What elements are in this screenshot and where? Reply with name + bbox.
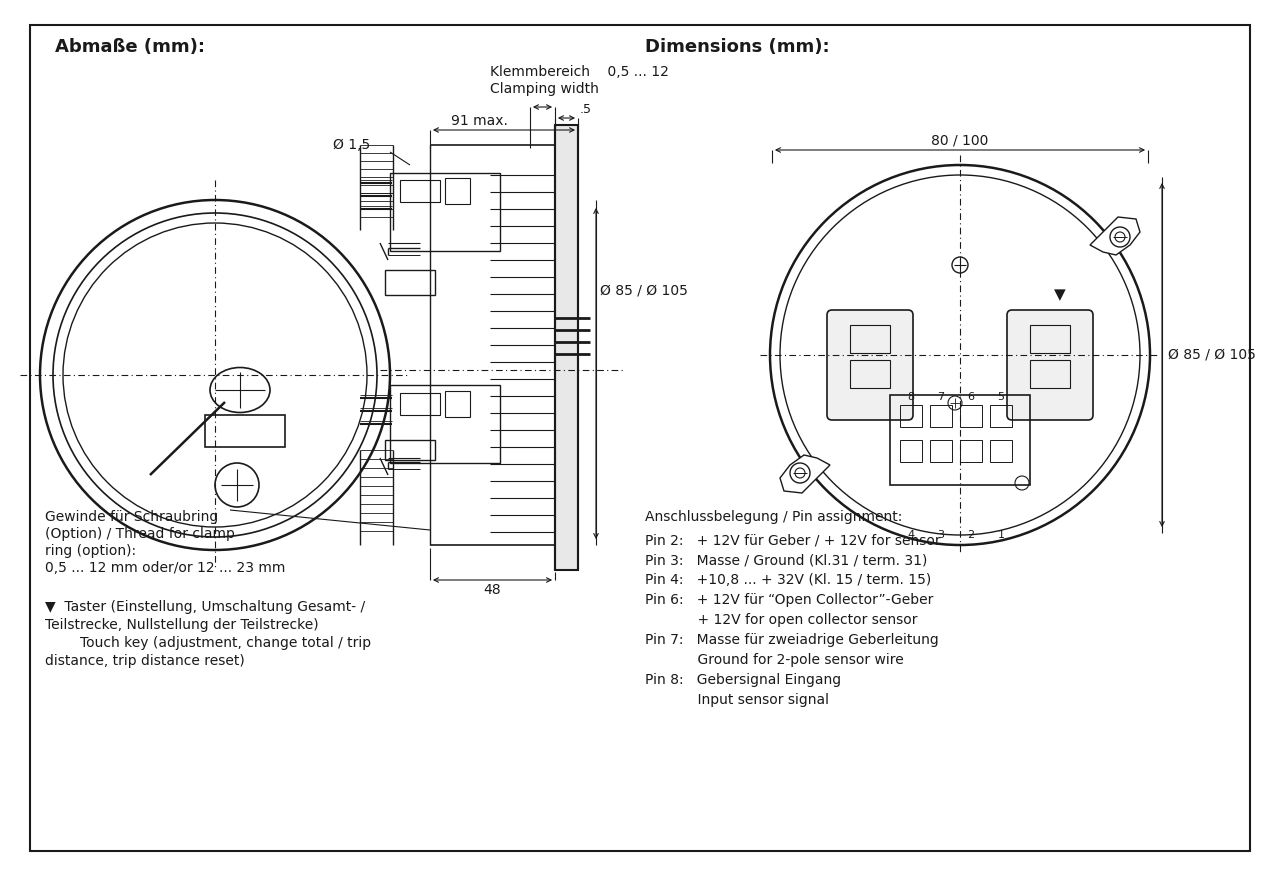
Text: Dimensions (mm):: Dimensions (mm): bbox=[645, 38, 829, 56]
Bar bbox=[890, 395, 1030, 485]
Text: 3: 3 bbox=[937, 530, 945, 540]
Text: 7: 7 bbox=[937, 392, 945, 402]
FancyBboxPatch shape bbox=[1007, 310, 1093, 420]
Polygon shape bbox=[1091, 217, 1140, 255]
Text: .5: .5 bbox=[580, 103, 591, 116]
Bar bbox=[399, 180, 440, 202]
Bar bbox=[390, 173, 500, 251]
Bar bbox=[850, 325, 890, 353]
Text: Ø 85 / Ø 105: Ø 85 / Ø 105 bbox=[600, 283, 687, 297]
Bar bbox=[445, 178, 470, 204]
Text: 1: 1 bbox=[997, 530, 1005, 540]
Bar bbox=[900, 440, 922, 462]
Text: Pin 4:   +10,8 ... + 32V (Kl. 15 / term. 15): Pin 4: +10,8 ... + 32V (Kl. 15 / term. 1… bbox=[645, 573, 932, 587]
Text: Gewinde für Schraubring: Gewinde für Schraubring bbox=[45, 510, 219, 524]
Text: ring (option):: ring (option): bbox=[45, 544, 136, 558]
Text: 5: 5 bbox=[997, 392, 1005, 402]
Text: 48: 48 bbox=[484, 583, 502, 597]
Text: Pin 7:   Masse für zweiadrige Geberleitung: Pin 7: Masse für zweiadrige Geberleitung bbox=[645, 633, 938, 647]
FancyBboxPatch shape bbox=[827, 310, 913, 420]
Bar bbox=[931, 405, 952, 427]
Bar bbox=[385, 270, 435, 295]
Bar bbox=[390, 385, 500, 463]
Text: Pin 8:   Gebersignal Eingang: Pin 8: Gebersignal Eingang bbox=[645, 673, 841, 687]
Bar bbox=[385, 440, 435, 460]
Text: 80 / 100: 80 / 100 bbox=[932, 133, 988, 147]
Text: 0,5 ... 12 mm oder/or 12 ... 23 mm: 0,5 ... 12 mm oder/or 12 ... 23 mm bbox=[45, 561, 285, 575]
Text: Anschlussbelegung / Pin assignment:: Anschlussbelegung / Pin assignment: bbox=[645, 510, 902, 524]
Text: (Option) / Thread for clamp: (Option) / Thread for clamp bbox=[45, 527, 234, 541]
Text: Abmaße (mm):: Abmaße (mm): bbox=[55, 38, 205, 56]
Text: Pin 3:   Masse / Ground (Kl.31 / term. 31): Pin 3: Masse / Ground (Kl.31 / term. 31) bbox=[645, 553, 928, 567]
Bar bbox=[989, 405, 1012, 427]
Text: 91 max.: 91 max. bbox=[451, 114, 507, 128]
Text: 4: 4 bbox=[908, 530, 915, 540]
Text: Pin 6:   + 12V für “Open Collector”-Geber: Pin 6: + 12V für “Open Collector”-Geber bbox=[645, 593, 933, 607]
Text: + 12V for open collector sensor: + 12V for open collector sensor bbox=[645, 613, 918, 627]
Bar bbox=[960, 440, 982, 462]
Bar bbox=[445, 391, 470, 417]
Bar bbox=[1030, 325, 1070, 353]
Bar bbox=[931, 440, 952, 462]
Text: Teilstrecke, Nullstellung der Teilstrecke): Teilstrecke, Nullstellung der Teilstreck… bbox=[45, 618, 319, 632]
Bar bbox=[960, 405, 982, 427]
Text: 6: 6 bbox=[968, 392, 974, 402]
Text: 2: 2 bbox=[968, 530, 974, 540]
Text: Klemmbereich    0,5 ... 12: Klemmbereich 0,5 ... 12 bbox=[490, 65, 669, 79]
Text: Input sensor signal: Input sensor signal bbox=[645, 693, 829, 707]
Text: 8: 8 bbox=[908, 392, 915, 402]
Text: distance, trip distance reset): distance, trip distance reset) bbox=[45, 654, 244, 668]
Bar bbox=[205, 415, 285, 447]
Text: Ø 1,5: Ø 1,5 bbox=[333, 138, 370, 152]
Text: Ø 85 / Ø 105: Ø 85 / Ø 105 bbox=[1169, 348, 1256, 362]
Bar bbox=[399, 393, 440, 415]
Text: Pin 2:   + 12V für Geber / + 12V for sensor: Pin 2: + 12V für Geber / + 12V for senso… bbox=[645, 533, 941, 547]
Text: Ground for 2-pole sensor wire: Ground for 2-pole sensor wire bbox=[645, 653, 904, 667]
Bar bbox=[556, 125, 579, 570]
Bar bbox=[900, 405, 922, 427]
Bar bbox=[1030, 360, 1070, 388]
Text: Touch key (adjustment, change total / trip: Touch key (adjustment, change total / tr… bbox=[45, 636, 371, 650]
Text: ▼: ▼ bbox=[1055, 287, 1066, 302]
Bar bbox=[989, 440, 1012, 462]
Bar bbox=[850, 360, 890, 388]
Text: Clamping width: Clamping width bbox=[490, 82, 599, 96]
Text: ▼  Taster (Einstellung, Umschaltung Gesamt- /: ▼ Taster (Einstellung, Umschaltung Gesam… bbox=[45, 600, 365, 614]
Polygon shape bbox=[780, 455, 829, 493]
